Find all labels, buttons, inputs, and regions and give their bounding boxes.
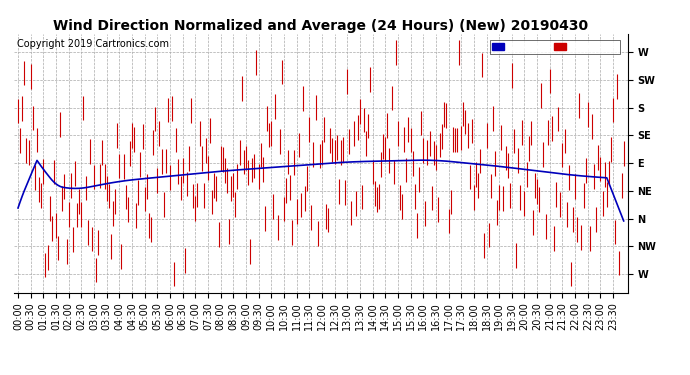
Legend: Average, Direction: Average, Direction <box>491 40 620 54</box>
Title: Wind Direction Normalized and Average (24 Hours) (New) 20190430: Wind Direction Normalized and Average (2… <box>53 19 589 33</box>
Text: Copyright 2019 Cartronics.com: Copyright 2019 Cartronics.com <box>17 39 169 49</box>
